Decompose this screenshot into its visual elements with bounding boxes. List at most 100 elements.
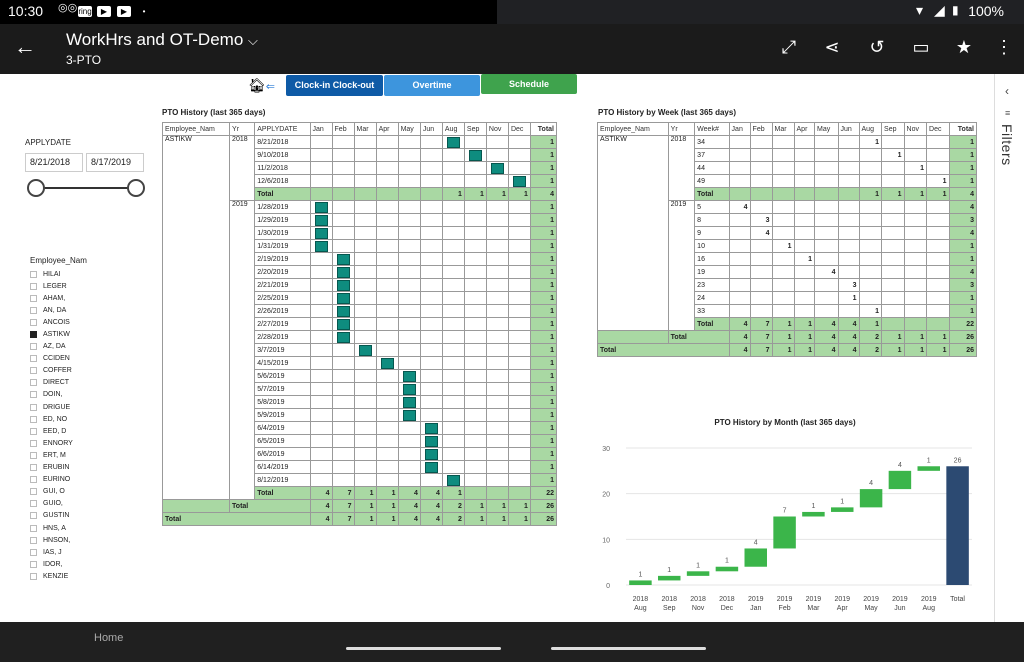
filters-pane[interactable]: ‹ ≡ Filters (994, 74, 1024, 622)
column-header[interactable]: Aug (858, 122, 883, 136)
column-header[interactable]: Yr (229, 122, 256, 136)
checkbox[interactable] (30, 379, 37, 387)
nav-gesture-pill-left[interactable] (346, 647, 501, 650)
employee-option[interactable]: DIRECT (30, 377, 73, 389)
schedule-button[interactable]: Schedule (481, 74, 577, 94)
column-header[interactable]: May (814, 122, 839, 136)
start-date-field[interactable]: 8/21/2018 (25, 153, 83, 172)
employee-option[interactable]: AZ, DA (30, 341, 73, 353)
checkbox[interactable] (30, 572, 37, 580)
chevron-left-icon[interactable]: ‹ (1005, 84, 1009, 98)
column-header[interactable]: Yr (667, 122, 696, 136)
checkbox[interactable] (30, 355, 37, 363)
overtime-button[interactable]: Overtime (384, 75, 480, 96)
employee-option[interactable]: AN, DA (30, 304, 73, 316)
more-options-icon[interactable]: ⋮ (995, 37, 1013, 57)
filters-label[interactable]: Filters (999, 124, 1015, 166)
column-header[interactable]: Sep (463, 122, 487, 136)
end-date-field[interactable]: 8/17/2019 (86, 153, 144, 172)
column-header[interactable]: Jan (309, 122, 333, 136)
column-header[interactable]: Employee_Nam (161, 122, 231, 136)
column-header[interactable]: Dec (926, 122, 950, 136)
column-header[interactable]: Nov (485, 122, 509, 136)
date-slider-end-handle[interactable] (127, 179, 145, 197)
checkbox[interactable] (30, 343, 37, 351)
employee-option[interactable]: IAS, J (30, 546, 73, 558)
checkbox[interactable] (30, 294, 37, 302)
employee-option[interactable]: LEGER (30, 280, 73, 292)
column-header[interactable]: Apr (793, 122, 816, 136)
employee-option[interactable]: HILAI (30, 268, 73, 280)
date-slider-start-handle[interactable] (27, 179, 45, 197)
column-header[interactable]: Jun (419, 122, 443, 136)
share-icon[interactable]: ⋖ (824, 37, 840, 57)
checkbox[interactable] (30, 464, 37, 472)
employee-option[interactable]: ERT, M (30, 449, 73, 461)
checkbox[interactable] (30, 403, 37, 411)
employee-option[interactable]: HNSON, (30, 534, 73, 546)
employee-option[interactable]: ED, NO (30, 413, 73, 425)
employee-option[interactable]: ANCOIS (30, 316, 73, 328)
employee-option[interactable]: EED, D (30, 425, 73, 437)
column-header[interactable]: Week# (694, 122, 730, 136)
column-header[interactable]: APPLYDATE (254, 122, 311, 136)
column-header[interactable]: Nov (903, 122, 928, 136)
column-header[interactable]: Mar (771, 122, 795, 136)
employee-option[interactable]: EURINO (30, 474, 73, 486)
column-header[interactable]: Apr (375, 122, 399, 136)
column-header[interactable]: Sep (881, 122, 905, 136)
checkbox[interactable] (30, 536, 37, 544)
employee-option[interactable]: DOIN, (30, 389, 73, 401)
expand-icon[interactable]: ⤢ (781, 37, 797, 57)
checkbox[interactable] (30, 367, 37, 375)
column-header[interactable]: Jan (728, 122, 751, 136)
checkbox[interactable] (30, 500, 37, 508)
checkbox[interactable] (30, 439, 37, 447)
column-header[interactable]: May (397, 122, 421, 136)
column-header[interactable]: Aug (441, 122, 465, 136)
checkbox[interactable] (30, 476, 37, 484)
column-header[interactable]: Total (529, 122, 558, 136)
column-header[interactable]: Employee_Nam (597, 122, 669, 136)
employee-option[interactable]: GUSTIN (30, 510, 73, 522)
checkbox[interactable] (30, 560, 37, 568)
checkbox[interactable] (30, 282, 37, 290)
checkbox[interactable] (30, 318, 37, 326)
column-header[interactable]: Mar (353, 122, 377, 136)
checkbox[interactable] (30, 451, 37, 459)
employee-option[interactable]: DRIGUE (30, 401, 73, 413)
employee-option[interactable]: ERUBIN (30, 462, 73, 474)
checkbox[interactable] (30, 415, 37, 423)
checkbox[interactable] (30, 391, 37, 399)
favorite-star-icon[interactable]: ★ (955, 37, 973, 57)
employee-option[interactable]: CCIDEN (30, 353, 73, 365)
column-header[interactable]: Dec (507, 122, 531, 136)
column-header[interactable]: Total (948, 122, 978, 136)
column-header[interactable]: Feb (749, 122, 773, 136)
checkbox[interactable] (30, 427, 37, 435)
checkbox[interactable] (30, 548, 37, 556)
chevron-down-icon[interactable]: ⌵ (248, 33, 258, 48)
employee-option[interactable]: GUI, O (30, 486, 73, 498)
column-header[interactable]: Jun (837, 122, 860, 136)
report-title[interactable]: WorkHrs and OT-Demo ⌵ (66, 30, 258, 49)
checkbox[interactable] (30, 524, 37, 532)
reset-icon[interactable]: ↺ (869, 37, 885, 57)
home-icon[interactable]: 🏠︎⇐ (248, 77, 275, 93)
employee-option[interactable]: GUIO, (30, 498, 73, 510)
employee-option[interactable]: ENNORY (30, 437, 73, 449)
employee-option[interactable]: ASTIKW (30, 328, 73, 340)
checkbox[interactable] (30, 512, 37, 520)
checkbox[interactable] (30, 306, 37, 314)
nav-gesture-pill-right[interactable] (551, 647, 706, 650)
back-arrow-icon[interactable]: ← (14, 34, 36, 59)
checkbox[interactable] (30, 488, 37, 496)
employee-option[interactable]: IDOR, (30, 558, 73, 570)
date-slider-track[interactable] (36, 187, 136, 189)
employee-option[interactable]: AHAM, (30, 292, 73, 304)
checkbox[interactable] (30, 270, 37, 278)
column-header[interactable]: Feb (331, 122, 355, 136)
comment-icon[interactable]: ▭ (912, 37, 930, 57)
employee-option[interactable]: HNS, A (30, 522, 73, 534)
checkbox[interactable] (30, 331, 37, 339)
